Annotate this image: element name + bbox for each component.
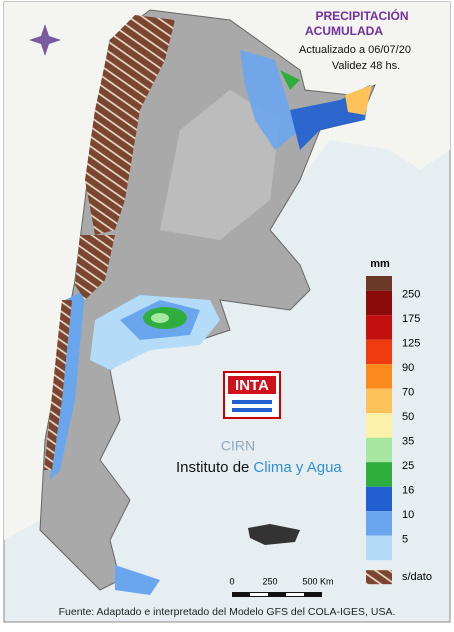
no-data-area: [75, 235, 115, 300]
footer: Fuente: Adaptado e interpretado del Mode…: [59, 606, 396, 618]
legend-label: 70: [402, 387, 414, 399]
validity: Validez 48 hs.: [332, 60, 400, 72]
no-data-area: [85, 15, 175, 235]
legend-swatch: [366, 462, 392, 487]
legend-label: 175: [402, 313, 420, 325]
scale-label: 500 Km: [302, 576, 333, 586]
legend-label: 125: [402, 338, 420, 350]
legend: mm 250 175 125 90 70 50 35 25 16 10 5 s/dato: [366, 258, 432, 585]
legend-label: 16: [402, 485, 414, 497]
scale-bar: [286, 593, 304, 596]
relief: [160, 90, 280, 240]
legend-label: 250: [402, 289, 420, 301]
legend-unit: mm: [370, 258, 390, 270]
legend-swatch: [366, 437, 392, 463]
legend-label: 90: [402, 362, 414, 374]
institute-highlight: Clima y Agua: [253, 459, 342, 476]
legend-swatch: [366, 570, 392, 585]
scale-bar: [250, 593, 268, 596]
legend-swatch: [366, 388, 392, 414]
logo-band: [228, 376, 276, 394]
title: PRECIPITACIÓN: [315, 8, 408, 23]
cirn-text: CIRN: [221, 438, 255, 454]
legend-swatch: [366, 276, 392, 291]
legend-swatch: [366, 315, 392, 340]
precip-area: [345, 85, 372, 115]
compass: [29, 24, 61, 56]
legend-swatch: [366, 486, 392, 512]
precip-area: [280, 70, 300, 90]
scale-label: 250: [262, 576, 277, 586]
legend-swatch: [366, 290, 392, 316]
institute-prefix: Instituto de: [176, 459, 249, 476]
legend-swatch: [366, 535, 392, 561]
scale-bar: [232, 592, 322, 597]
legend-swatch: [366, 511, 392, 536]
legend-label: 50: [402, 411, 414, 423]
legend-swatch: [366, 413, 392, 438]
precip-area: [50, 290, 85, 480]
legend-label: s/dato: [402, 571, 432, 583]
title: ACUMULADA: [305, 24, 383, 38]
legend-label: 25: [402, 460, 414, 472]
precip-area: [240, 50, 300, 150]
legend-label: 10: [402, 509, 414, 521]
update-date: Actualizado a 06/07/20: [299, 44, 411, 56]
logo-text: INTA: [235, 377, 269, 394]
legend-swatch: [366, 364, 392, 389]
legend-swatch: [366, 339, 392, 365]
precip-area: [115, 565, 160, 595]
institute-name: Instituto de Clima y Agua: [176, 459, 342, 476]
islands: [248, 524, 300, 545]
logo-bar: [232, 408, 272, 412]
precip-area: [151, 313, 169, 323]
scale-label: 0: [229, 576, 234, 586]
legend-label: 35: [402, 436, 414, 448]
logo-bar: [232, 400, 272, 404]
no-data-area: [44, 300, 72, 470]
legend-label: 5: [402, 534, 408, 546]
